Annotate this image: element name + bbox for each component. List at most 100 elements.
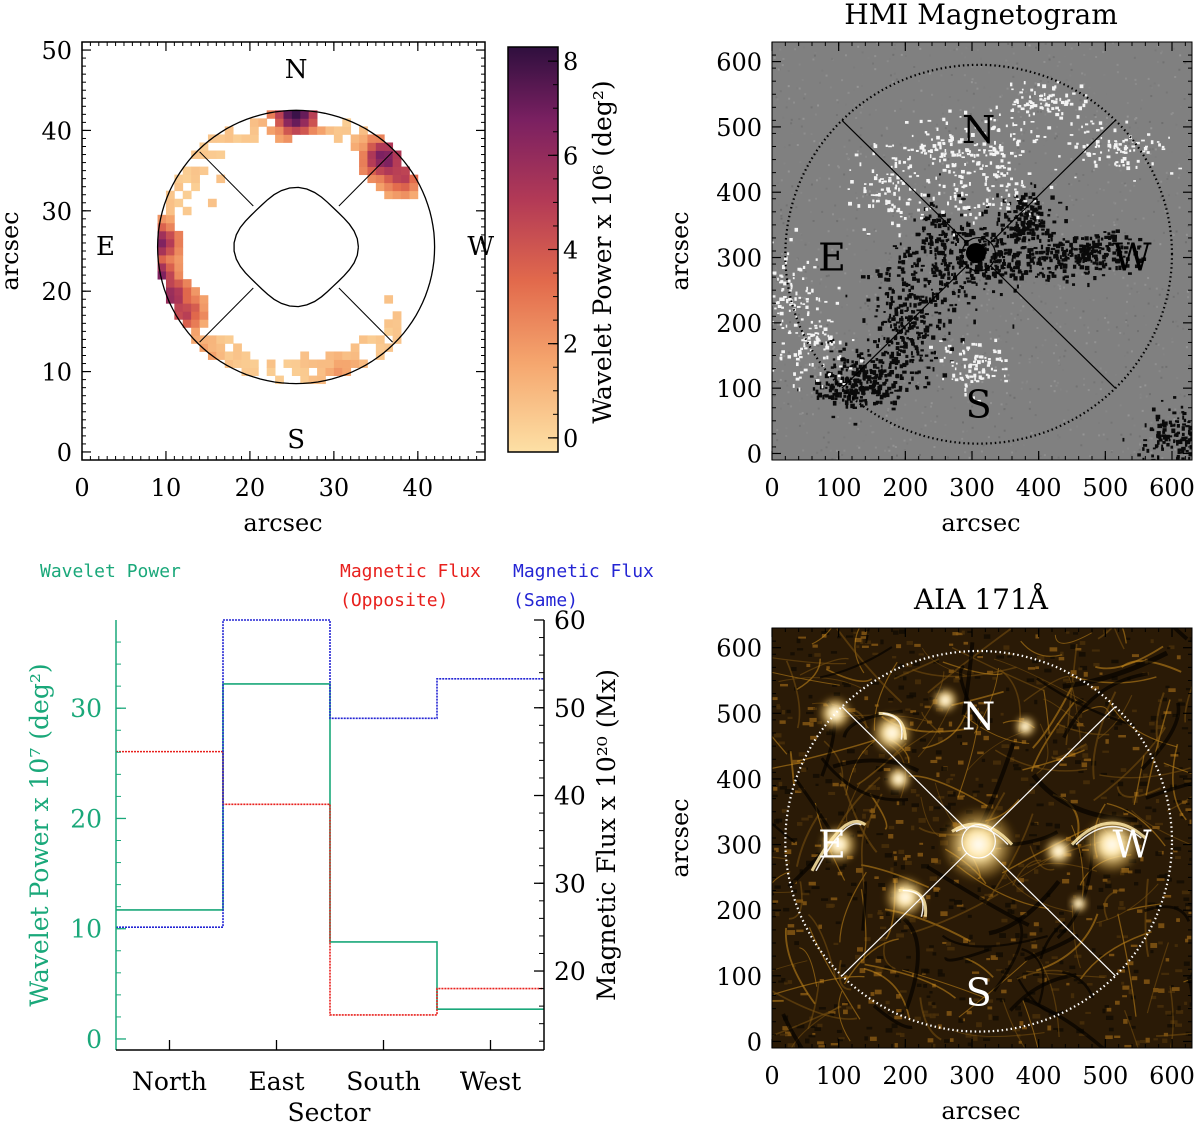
hmi-negative-pixel [983, 274, 987, 278]
hmi-positive-pixel [983, 150, 986, 154]
aia-texture-pixel [1060, 651, 1064, 657]
aia-texture-pixel [1163, 894, 1172, 898]
hmi-noise-pixel [787, 391, 790, 394]
hmi-noise-pixel [1182, 327, 1185, 330]
aia-texture-pixel [855, 868, 863, 873]
hmi-positive-pixel [1067, 142, 1072, 145]
hmi-negative-pixel [1164, 438, 1168, 442]
compass-south-label: S [287, 425, 305, 455]
wavelet-cell [233, 343, 242, 352]
hmi-negative-pixel [1173, 423, 1176, 427]
hmi-negative-pixel [907, 246, 911, 250]
hmi-noise-pixel [1075, 108, 1078, 111]
hmi-negative-pixel [1156, 431, 1161, 436]
aia-texture-pixel [1111, 676, 1118, 681]
hmi-negative-pixel [943, 263, 948, 267]
hmi-positive-pixel [907, 198, 912, 201]
hmi-noise-pixel [1144, 161, 1147, 164]
aia-texture-pixel [792, 759, 801, 764]
hmi-noise-pixel [841, 306, 844, 309]
hmi-negative-pixel [875, 357, 879, 361]
hmi-negative-pixel [980, 237, 985, 241]
hmi-negative-pixel [914, 371, 919, 375]
x-tick-label: 600 [1149, 474, 1195, 502]
hmi-negative-pixel [1084, 236, 1089, 241]
hmi-positive-pixel [1069, 102, 1074, 106]
hmi-positive-pixel [917, 208, 920, 212]
hmi-negative-pixel [878, 286, 882, 289]
hmi-negative-pixel [1149, 427, 1154, 431]
hmi-negative-pixel [1173, 439, 1176, 444]
hmi-positive-pixel [829, 341, 832, 345]
hmi-positive-pixel [935, 176, 938, 180]
hmi-noise-pixel [1067, 409, 1070, 412]
hmi-negative-pixel [1038, 219, 1041, 223]
hmi-negative-pixel [909, 302, 912, 308]
hmi-positive-pixel [951, 378, 954, 380]
hmi-positive-pixel [807, 292, 811, 295]
hmi-positive-pixel [1095, 140, 1100, 144]
hmi-negative-pixel [1004, 215, 1009, 219]
hmi-negative-pixel [1141, 257, 1147, 262]
hmi-noise-pixel [1002, 157, 1005, 160]
hmi-negative-pixel [1065, 240, 1070, 244]
hmi-negative-pixel [1120, 257, 1124, 261]
wavelet-cell [384, 142, 394, 151]
hmi-noise-pixel [798, 87, 801, 90]
hmi-positive-pixel [894, 161, 898, 166]
hmi-positive-pixel [804, 347, 808, 350]
aia-texture-pixel [1189, 1002, 1192, 1007]
hmi-noise-pixel [874, 229, 877, 232]
hmi-positive-pixel [870, 194, 874, 196]
hmi-noise-pixel [1062, 87, 1065, 90]
hmi-noise-pixel [1133, 282, 1136, 285]
hmi-negative-pixel [844, 358, 847, 362]
hmi-negative-pixel [1015, 233, 1019, 238]
hmi-negative-pixel [1163, 421, 1168, 426]
hmi-positive-pixel [822, 331, 824, 335]
aia-texture-pixel [1011, 899, 1016, 905]
hmi-noise-pixel [773, 56, 776, 59]
hmi-negative-pixel [894, 311, 899, 317]
hmi-noise-pixel [835, 114, 838, 117]
aia-texture-pixel [830, 1043, 839, 1046]
hmi-noise-pixel [976, 49, 979, 52]
hmi-noise-pixel [872, 62, 875, 65]
hmi-negative-pixel [920, 319, 924, 323]
hmi-positive-pixel [963, 358, 968, 361]
hmi-negative-pixel [1101, 274, 1106, 277]
hmi-positive-pixel [1001, 145, 1004, 149]
hmi-noise-pixel [860, 420, 863, 423]
hmi-positive-pixel [925, 207, 929, 211]
hmi-negative-pixel [840, 378, 845, 383]
hmi-negative-pixel [1002, 262, 1006, 266]
aia-texture-pixel [895, 819, 904, 824]
hmi-negative-pixel [928, 282, 931, 285]
hmi-positive-pixel [801, 332, 804, 336]
hmi-negative-pixel [1023, 217, 1026, 223]
aia-texture-pixel [888, 834, 894, 839]
hmi-positive-pixel [772, 241, 774, 244]
aia-texture-pixel [884, 853, 893, 858]
hmi-negative-pixel [1019, 276, 1024, 281]
hmi-positive-pixel [1023, 104, 1027, 107]
hmi-negative-pixel [964, 243, 969, 246]
hmi-negative-pixel [1195, 444, 1198, 447]
hmi-negative-pixel [1037, 205, 1041, 208]
hmi-negative-pixel [970, 262, 973, 266]
wavelet-cell [182, 206, 192, 216]
hmi-negative-pixel [970, 276, 976, 281]
hmi-negative-pixel [888, 366, 892, 369]
hmi-noise-pixel [971, 426, 974, 429]
hmi-negative-pixel [924, 354, 929, 357]
hmi-noise-pixel [1107, 321, 1110, 324]
hmi-noise-pixel [861, 51, 864, 54]
hmi-negative-pixel [1026, 254, 1031, 259]
hmi-positive-pixel [828, 336, 831, 340]
hmi-positive-pixel [1036, 135, 1040, 138]
hmi-negative-pixel [878, 372, 883, 378]
hmi-positive-pixel [800, 318, 804, 321]
hmi-positive-pixel [1126, 161, 1130, 166]
hmi-negative-pixel [846, 396, 851, 401]
aia-texture-pixel [1103, 903, 1108, 907]
